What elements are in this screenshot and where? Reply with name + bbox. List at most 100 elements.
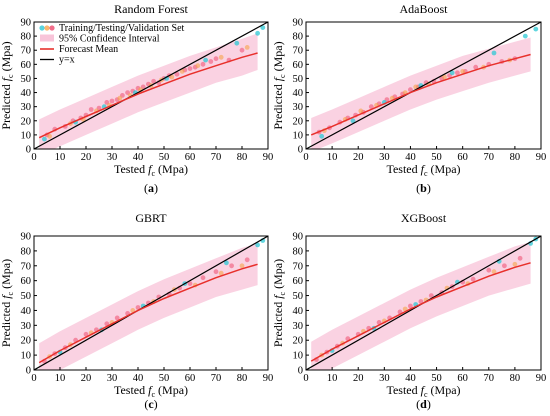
- y-tick-label: 70: [293, 46, 304, 57]
- training-point: [408, 303, 413, 309]
- y-tick-label: 90: [21, 232, 32, 243]
- y-axis-label-text: Predicted: [271, 299, 285, 347]
- testing-point: [413, 84, 419, 90]
- x-axis-label-text: Tested: [386, 162, 420, 176]
- y-tick-label: 60: [21, 276, 32, 287]
- training-point: [114, 315, 120, 321]
- y-axis-label-unit: (Mpa): [0, 41, 13, 74]
- x-tick-label: 30: [379, 152, 390, 163]
- chart-panel: 0 10 20 30 40 50 60 70 80 90 0 10 20 30 40 50 60 70 80 90 XG…: [271, 211, 546, 411]
- x-tick-label: 20: [353, 373, 364, 384]
- y-axis-label-unit: (Mpa): [271, 41, 285, 74]
- y-tick-label: 50: [293, 74, 304, 85]
- y-axis-label-text: Predicted: [0, 81, 13, 129]
- y-tick-label: 80: [293, 246, 304, 257]
- y-tick-label: 0: [298, 366, 303, 377]
- x-tick-label: 50: [431, 152, 442, 163]
- legend-entry: y=x: [59, 55, 75, 66]
- x-axis-label-sub: c: [424, 390, 428, 399]
- validation-point: [319, 133, 325, 139]
- x-axis-label-text: Tested: [386, 383, 420, 397]
- training-point: [486, 267, 492, 273]
- testing-point: [358, 108, 364, 114]
- validation-point: [350, 118, 356, 124]
- training-point: [517, 255, 523, 261]
- x-tick-label: 70: [484, 373, 495, 384]
- y-tick-label: 40: [21, 88, 32, 99]
- y-axis-label-unit: (Mpa): [0, 259, 13, 292]
- legend-entry: Forecast Mean: [59, 44, 118, 55]
- validation-point: [234, 40, 240, 46]
- training-point: [83, 331, 89, 337]
- testing-point: [244, 45, 250, 50]
- x-tick-label: 0: [31, 152, 36, 163]
- y-tick-label: 30: [21, 321, 32, 332]
- testing-point: [218, 54, 224, 60]
- x-tick-label: 90: [536, 373, 547, 384]
- x-axis-label: Tested fc (Mpa): [114, 162, 188, 178]
- testing-point: [460, 69, 466, 74]
- legend-entry: Training/Testing/Validation Set: [59, 23, 185, 34]
- legend-swatch-band: [40, 34, 54, 42]
- y-tick-label: 40: [21, 306, 32, 317]
- training-point: [470, 276, 476, 282]
- testing-point: [442, 74, 447, 80]
- x-tick-label: 0: [303, 373, 308, 384]
- y-tick-label: 70: [21, 46, 32, 57]
- x-tick-label: 50: [431, 373, 442, 384]
- y-axis-label: Predicted fc (Mpa): [271, 41, 287, 129]
- panel-label: (d): [416, 397, 431, 411]
- x-axis-label-text: Tested: [114, 383, 148, 397]
- y-tick-label: 10: [21, 130, 32, 141]
- validation-point: [255, 242, 260, 248]
- x-tick-label: 40: [405, 373, 416, 384]
- y-tick-label: 50: [293, 291, 304, 302]
- training-point: [187, 281, 193, 286]
- y-tick-label: 90: [293, 232, 304, 243]
- x-tick-label: 60: [185, 152, 196, 163]
- plot-area: [34, 22, 268, 149]
- y-tick-label: 20: [21, 116, 32, 127]
- plot-area: [306, 22, 541, 149]
- y-tick-label: 60: [293, 60, 304, 71]
- legend-entry: 95% Confidence Interval: [59, 34, 160, 45]
- training-point: [200, 275, 206, 281]
- testing-point: [169, 74, 175, 80]
- x-tick-label: 10: [55, 373, 66, 384]
- validation-point: [42, 136, 47, 142]
- x-tick-label: 40: [405, 152, 416, 163]
- x-tick-label: 60: [185, 373, 196, 384]
- x-tick-label: 10: [327, 152, 338, 163]
- testing-point: [512, 261, 518, 267]
- testing-point: [47, 133, 52, 139]
- x-tick-label: 90: [536, 152, 547, 163]
- forecast-mean-line: [38, 263, 258, 364]
- training-point: [428, 293, 434, 298]
- x-axis-label-var: f: [421, 162, 426, 176]
- y-axis-label-sub: c: [278, 74, 287, 78]
- x-tick-label: 0: [31, 373, 36, 384]
- y-tick-label: 30: [293, 102, 304, 113]
- x-tick-label: 10: [327, 373, 338, 384]
- y-tick-label: 70: [21, 261, 32, 272]
- y-axis-label: Predicted fc (Mpa): [271, 259, 287, 347]
- y-axis-label-var: f: [0, 76, 13, 81]
- x-tick-label: 50: [159, 152, 170, 163]
- training-point: [229, 263, 235, 269]
- x-axis-label-sub: c: [151, 390, 155, 399]
- testing-point: [218, 270, 224, 276]
- chart-title: AdaBoost: [400, 2, 449, 16]
- training-point: [213, 269, 219, 275]
- chart-panel: 0 10 20 30 40 50 60 70 80 90 0 10 20 30 40 50 60 70 80 90 Ad…: [271, 2, 546, 195]
- training-point: [244, 257, 250, 263]
- training-point: [174, 71, 180, 77]
- panel-label: (a): [144, 181, 158, 195]
- training-point: [239, 47, 245, 53]
- y-tick-label: 50: [21, 74, 32, 85]
- x-axis-label-var: f: [421, 383, 426, 397]
- chart-title: Random Forest: [114, 2, 188, 16]
- y-tick-label: 80: [21, 32, 32, 43]
- y-tick-label: 60: [293, 276, 304, 287]
- validation-point: [491, 50, 497, 56]
